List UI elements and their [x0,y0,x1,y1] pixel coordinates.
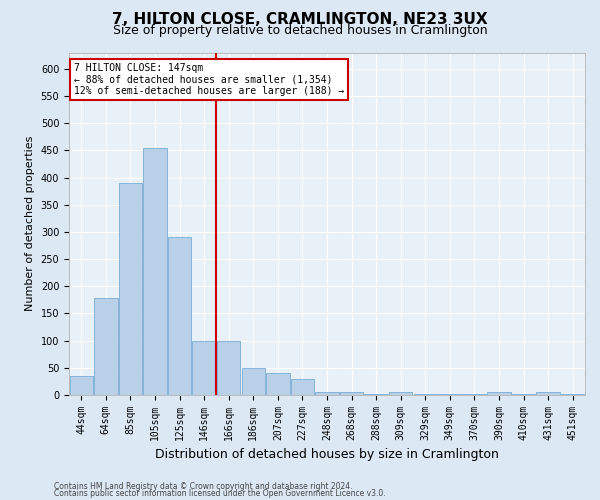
Bar [94,298,118,395]
Bar [364,394,388,395]
Text: Contains public sector information licensed under the Open Government Licence v3: Contains public sector information licen… [54,489,386,498]
Bar [536,392,560,395]
Text: Contains HM Land Registry data © Crown copyright and database right 2024.: Contains HM Land Registry data © Crown c… [54,482,353,491]
Bar [143,148,167,395]
Text: Size of property relative to detached houses in Cramlington: Size of property relative to detached ho… [113,24,487,37]
Bar [561,394,584,395]
Bar [487,392,511,395]
Bar [193,340,216,395]
Bar [266,374,290,395]
Bar [389,392,412,395]
Bar [438,394,461,395]
Bar [242,368,265,395]
Text: 7 HILTON CLOSE: 147sqm
← 88% of detached houses are smaller (1,354)
12% of semi-: 7 HILTON CLOSE: 147sqm ← 88% of detached… [74,63,344,96]
Bar [413,394,437,395]
X-axis label: Distribution of detached houses by size in Cramlington: Distribution of detached houses by size … [155,448,499,462]
Bar [217,340,241,395]
Bar [463,394,486,395]
Bar [70,376,93,395]
Bar [291,378,314,395]
Bar [316,392,338,395]
Bar [168,238,191,395]
Y-axis label: Number of detached properties: Number of detached properties [25,136,35,312]
Bar [340,392,363,395]
Bar [512,394,535,395]
Text: 7, HILTON CLOSE, CRAMLINGTON, NE23 3UX: 7, HILTON CLOSE, CRAMLINGTON, NE23 3UX [112,12,488,26]
Bar [119,183,142,395]
